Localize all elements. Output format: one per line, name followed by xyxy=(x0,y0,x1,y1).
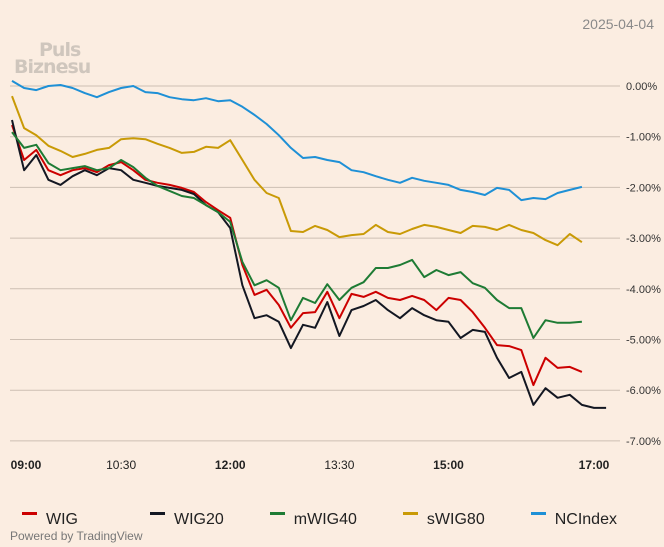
legend-label: NCIndex xyxy=(554,511,617,528)
logo-line-1: Puls xyxy=(39,39,81,61)
x-tick-label: 17:00 xyxy=(579,458,610,472)
x-tick-label: 12:00 xyxy=(215,458,246,472)
y-tick-label: -1.00% xyxy=(626,132,661,144)
series-line-ncindex[interactable] xyxy=(11,80,583,202)
legend-label: WIG20 xyxy=(174,511,224,528)
y-tick-label: 0.00% xyxy=(626,81,657,93)
legend-swatch xyxy=(150,512,165,515)
grid xyxy=(10,85,620,442)
legend-swatch xyxy=(402,512,418,515)
legend-item-ncindex[interactable]: NCIndex xyxy=(530,509,617,529)
chart-date: 2025-04-04 xyxy=(582,16,654,32)
series-line-wig20[interactable] xyxy=(11,119,607,409)
puls-biznesu-logo: Puls Biznesu xyxy=(14,39,91,78)
x-tick-label: 13:30 xyxy=(324,458,354,472)
powered-by-link[interactable]: Powered by TradingView xyxy=(10,529,143,543)
y-axis-labels: 0.00% -1.00% -2.00% -3.00% -4.00% -5.00% -6.00… xyxy=(626,81,661,448)
legend-swatch xyxy=(22,512,37,515)
legend: WIG WIG20 mWIG40 sWIG80 NCIndex xyxy=(22,509,617,529)
y-tick-label: -5.00% xyxy=(626,335,661,347)
legend-item-wig[interactable]: WIG xyxy=(22,509,78,529)
legend-item-swig80[interactable]: sWIG80 xyxy=(402,509,485,529)
series-line-mwig40[interactable] xyxy=(11,131,582,339)
series-line-wig[interactable] xyxy=(11,124,583,387)
x-tick-label: 09:00 xyxy=(11,458,42,472)
legend-label: sWIG80 xyxy=(426,511,485,528)
y-tick-label: -3.00% xyxy=(626,233,661,245)
y-tick-label: -6.00% xyxy=(626,385,661,397)
series-line-swig80[interactable] xyxy=(11,95,583,247)
logo-line-2: Biznesu xyxy=(14,56,91,78)
legend-label: mWIG40 xyxy=(293,511,357,528)
series-lines xyxy=(11,80,607,409)
x-tick-label: 15:00 xyxy=(433,458,464,472)
legend-item-wig20[interactable]: WIG20 xyxy=(150,509,224,529)
x-axis-labels: 09:00 10:30 12:00 13:30 15:00 17:00 xyxy=(11,458,610,472)
y-tick-label: -2.00% xyxy=(626,182,661,194)
legend-label: WIG xyxy=(46,511,78,528)
y-tick-label: -7.00% xyxy=(626,436,661,448)
y-tick-label: -4.00% xyxy=(626,284,661,296)
x-tick-label: 10:30 xyxy=(106,458,136,472)
legend-swatch xyxy=(269,512,285,515)
legend-swatch xyxy=(530,512,546,515)
legend-item-mwig40[interactable]: mWIG40 xyxy=(269,509,357,529)
